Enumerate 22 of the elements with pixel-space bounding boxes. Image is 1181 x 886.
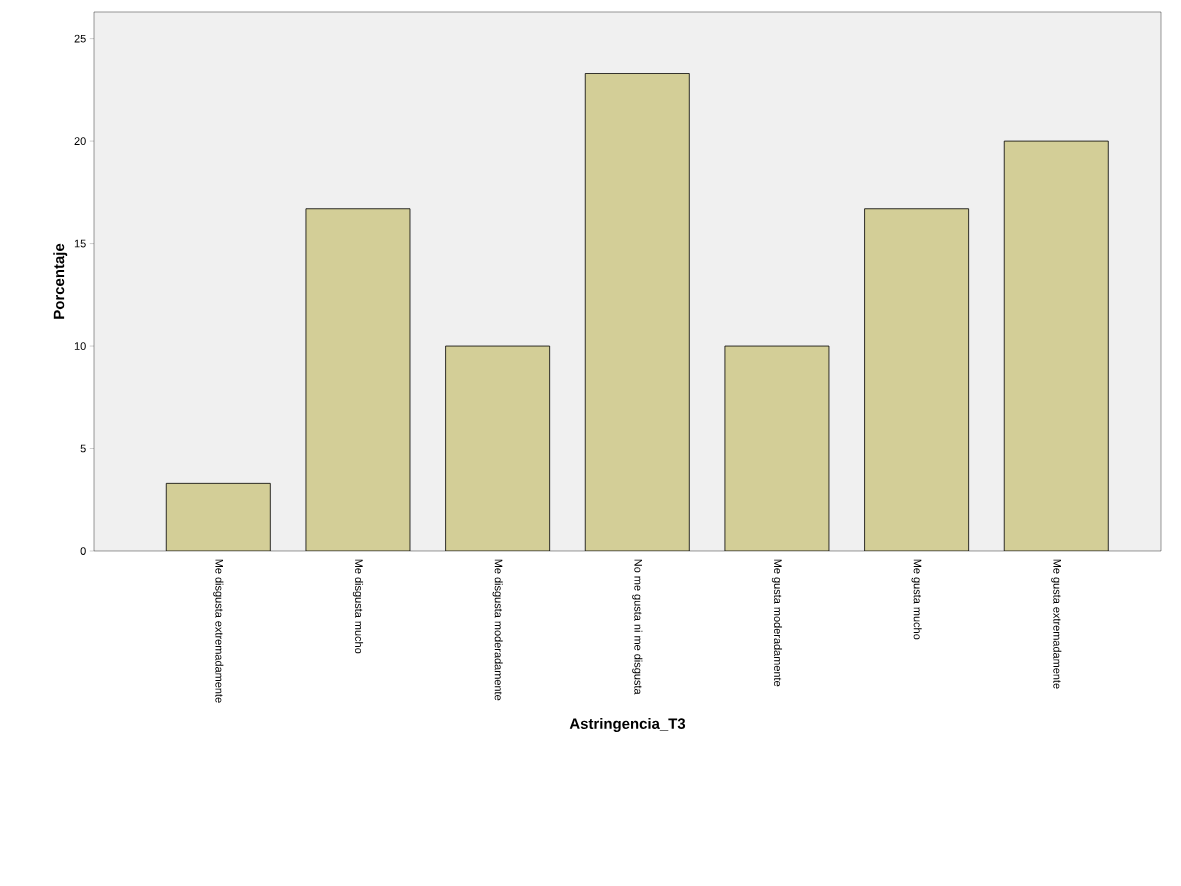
bar <box>584 73 690 551</box>
bar <box>1003 140 1109 551</box>
y-tick-label: 15 <box>74 239 86 248</box>
x-tick-label: Me gusta extremadamente <box>1051 559 1062 689</box>
y-tick-label: 10 <box>74 342 86 350</box>
y-tick-label: 5 <box>80 444 86 453</box>
x-tick-label: Me disgusta mucho <box>352 559 364 654</box>
bar <box>166 483 271 551</box>
x-tick-label: No me gusta ni me disgusta <box>632 559 643 695</box>
x-tick-label: Me disgusta extremadamente <box>213 559 224 703</box>
y-tick-label: 25 <box>74 34 86 43</box>
bar <box>445 345 551 551</box>
y-tick-label: 0 <box>80 547 86 555</box>
bar <box>305 208 411 551</box>
bar <box>864 208 970 551</box>
x-tick-label: Me disgusta moderadamente <box>492 559 503 701</box>
x-tick-label: Me gusta mucho <box>911 559 922 640</box>
y-tick-label: 20 <box>74 137 86 145</box>
bar <box>724 345 830 551</box>
x-tick-label: Me gusta moderadamente <box>771 559 783 687</box>
y-axis-title: Porcentaje <box>53 243 68 319</box>
x-axis-title: Astringencia_T3 <box>569 717 686 732</box>
